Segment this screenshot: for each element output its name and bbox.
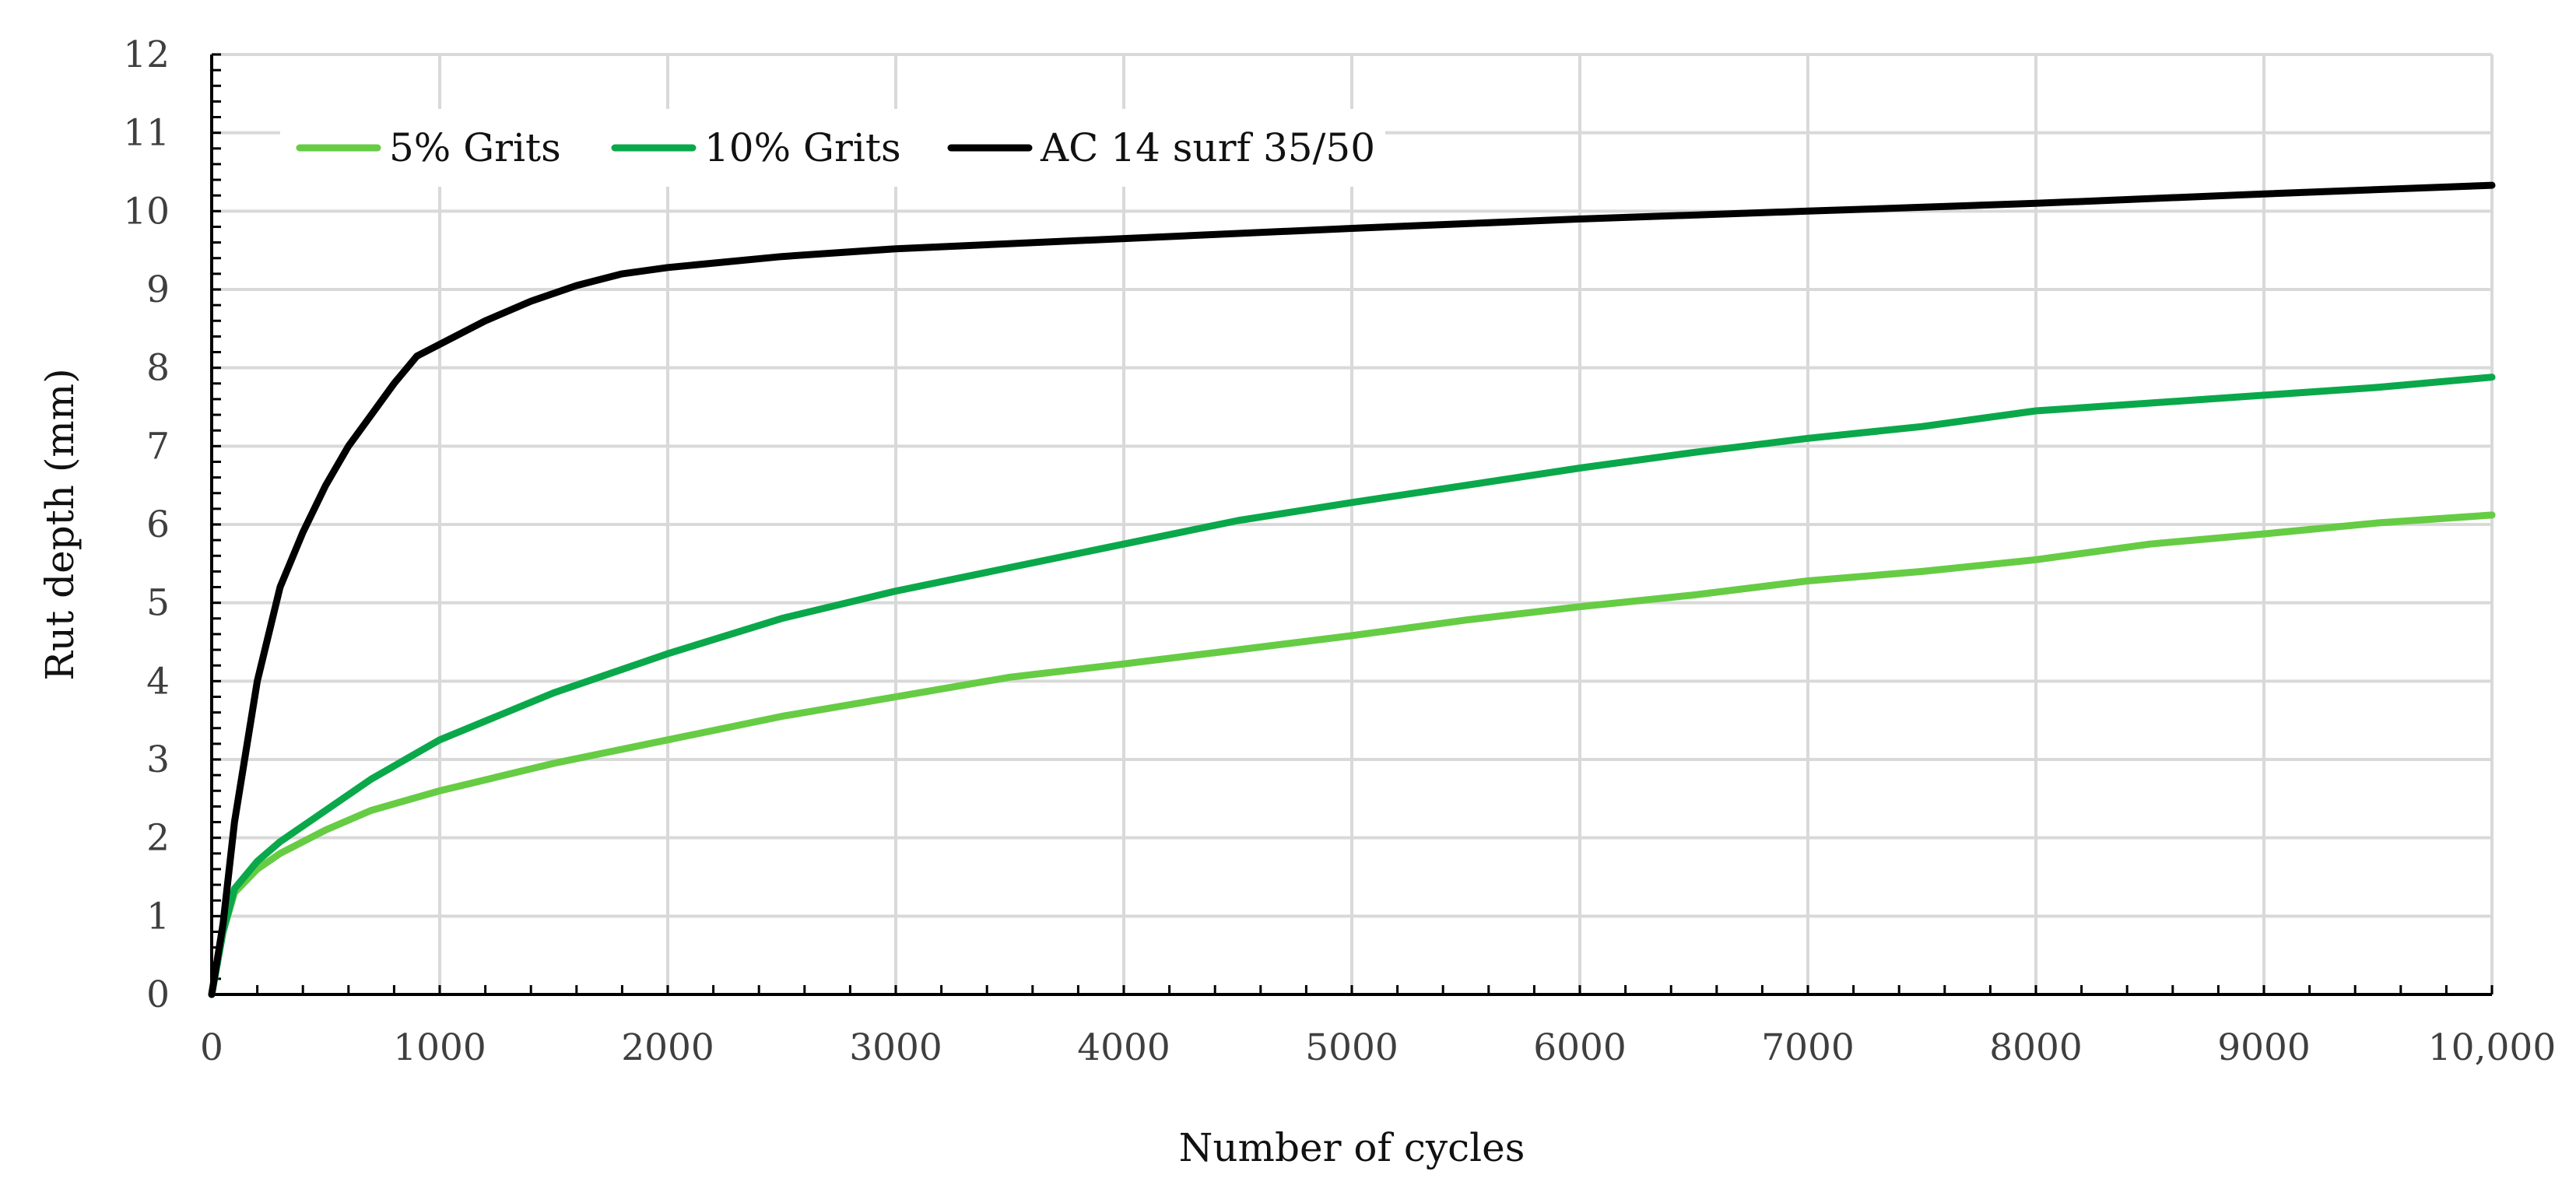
y-tick-label: 4 — [146, 660, 170, 703]
x-tick-label: 6000 — [1533, 1026, 1627, 1069]
series-lines — [208, 181, 2496, 998]
x-tick-label: 7000 — [1761, 1026, 1855, 1069]
x-tick-label: 0 — [200, 1026, 223, 1069]
x-tick-label: 4000 — [1077, 1026, 1170, 1069]
y-tick-label: 8 — [146, 347, 170, 390]
y-tick-label: 5 — [146, 582, 170, 625]
x-tick-label: 10,000 — [2428, 1026, 2556, 1069]
series-line-2 — [208, 181, 2496, 998]
y-axis-title: Rut depth (mm) — [37, 368, 82, 680]
y-tick-label: 7 — [146, 425, 170, 468]
y-tick-label: 12 — [123, 33, 170, 76]
y-tick-label: 10 — [123, 190, 170, 233]
x-tick-labels: 0 1000 2000 3000 4000 5000 6000 7000 8000 9000 10,… — [200, 1026, 2556, 1069]
x-tick-label: 9000 — [2217, 1026, 2311, 1069]
series-line-1 — [208, 374, 2496, 998]
legend-background — [280, 109, 1385, 187]
y-tick-label: 11 — [123, 112, 170, 155]
x-tick-label: 1000 — [393, 1026, 486, 1069]
legend-label-1: 10% Grits — [704, 125, 901, 170]
x-tick-label: 3000 — [849, 1026, 942, 1069]
legend-label-0: 5% Grits — [389, 125, 561, 170]
y-tick-label: 1 — [146, 895, 170, 938]
series-line-0 — [208, 511, 2496, 998]
y-tick-label: 9 — [146, 268, 170, 311]
x-tick-label: 2000 — [621, 1026, 714, 1069]
axes — [210, 54, 2492, 996]
y-tick-label: 0 — [146, 973, 170, 1016]
x-tick-label: 5000 — [1305, 1026, 1399, 1069]
y-tick-label: 3 — [146, 738, 170, 781]
legend: 5% Grits 10% Grits AC 14 surf 35/50 — [296, 125, 1375, 170]
y-tick-label: 2 — [146, 817, 170, 860]
legend-label-2: AC 14 surf 35/50 — [1040, 125, 1375, 170]
x-tick-label: 8000 — [1989, 1026, 2083, 1069]
y-tick-label: 6 — [146, 503, 170, 546]
x-axis-title: Number of cycles — [1179, 1125, 1525, 1170]
